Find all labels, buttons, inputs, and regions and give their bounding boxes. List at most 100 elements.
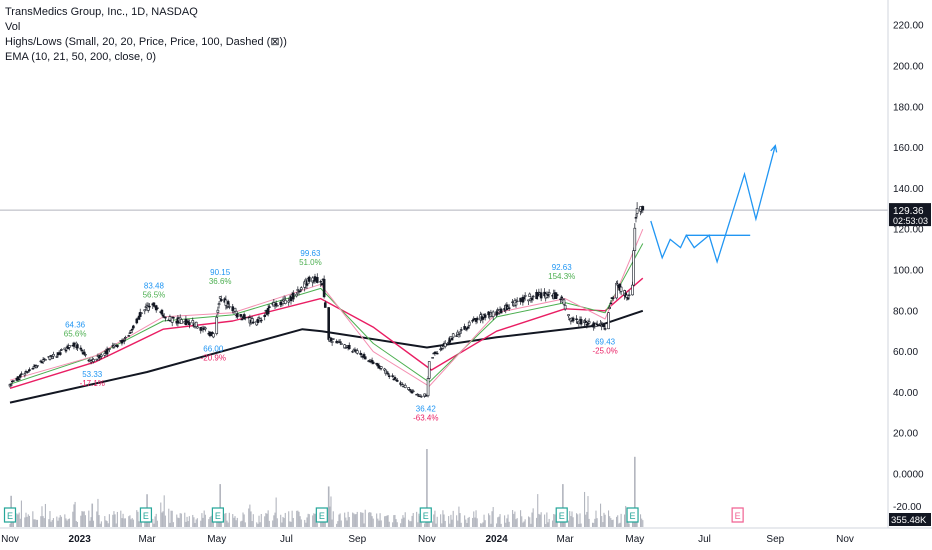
candle-body [594,323,598,327]
candle-body [562,299,566,305]
candle [220,295,223,303]
earnings-marker[interactable]: E [555,507,568,523]
volume-bar [289,521,291,527]
volume-bar [41,506,43,527]
candle-body [603,328,607,330]
volume-bar [641,518,643,527]
time-axis: Nov 2023 Mar May Jul Sep Nov 2024 Mar May Jul Sep No… [0,527,932,545]
earnings-marker[interactable]: E [211,507,224,523]
volume-bar [242,512,244,527]
candle-body [130,328,134,331]
y-tick-label: 60.00 [893,347,918,358]
candle-body [443,342,447,347]
volume-bar [450,514,452,527]
volume-bar [72,511,74,527]
candle-body [188,322,191,326]
volume-bar [67,519,69,527]
candle [607,312,610,330]
candle-body [641,206,645,211]
volume-bar [58,517,60,527]
volume-bar [194,522,196,527]
volume-bar [348,517,350,527]
volume-bar [40,516,42,527]
earnings-marker[interactable]: E [3,507,17,523]
volume-bar [363,523,365,527]
volume-bar [257,523,259,527]
earnings-marker[interactable]: E [139,507,153,523]
candle-body [608,307,611,309]
volume-bar [161,512,163,527]
candle-body [68,345,71,348]
projection-path[interactable] [650,145,776,265]
candle-body [497,313,501,315]
candle [507,304,511,311]
volume-bar [178,518,180,527]
candle [641,205,645,213]
earnings-marker[interactable]: E [731,507,744,523]
volume-bar [60,516,62,527]
symbol-title[interactable]: TransMedics Group, Inc., 1D, NASDAQ [5,6,198,18]
volume-indicator-label[interactable]: Vol [5,21,21,33]
candle-body [128,332,132,334]
volume-bar [89,520,91,527]
volume-bar [233,517,235,527]
volume-bar [529,517,531,527]
candle [124,335,127,342]
volume-bar [492,507,494,527]
volume-bar [578,523,580,527]
candle [184,315,188,326]
pivot-high-value: 92.63 [552,263,573,272]
volume-bar [639,514,642,527]
volume-bar [513,513,515,527]
candle [584,317,588,324]
candle [386,371,390,376]
earnings-marker[interactable]: E [626,507,639,523]
candle-body [627,294,631,296]
candle-body [387,375,391,377]
candle-body [441,346,445,349]
candle [595,320,599,326]
candle [515,297,519,303]
earnings-marker-box [555,507,568,523]
candle-body [224,299,228,306]
candle-body [530,297,534,301]
candle [196,325,199,329]
candle [275,304,279,307]
candle-body [191,320,195,324]
earnings-marker[interactable]: E [315,507,328,523]
candle [291,290,295,302]
volume-bar [259,522,261,527]
volume-bar [283,518,285,527]
candle [9,382,13,387]
candle [76,343,79,352]
candle-body [635,208,639,214]
volume-bar [324,519,326,527]
candle [467,320,471,329]
candle [135,318,139,325]
candle-body [196,326,199,329]
volume-bar [316,523,318,527]
pivot-low-pct: -17.1% [80,379,105,388]
candle [36,365,39,369]
earnings-marker-label: E [559,511,565,521]
volume-bar [209,517,211,527]
candle [116,344,119,349]
candle [283,296,287,305]
volume-bar [488,513,490,527]
volume-bar [553,513,555,527]
candle-body [439,348,442,351]
earnings-marker[interactable]: E [419,507,432,523]
candle [456,329,460,335]
y-tick-label: 160.00 [893,143,924,154]
candle [567,314,570,319]
ema-indicator-label[interactable]: EMA (10, 21, 50, 200, close, 0) [5,51,157,63]
candle-body [528,293,532,298]
volume-bar [610,518,612,527]
candle-body [344,347,348,349]
candle-body [49,355,53,357]
highs-lows-indicator-label[interactable]: Highs/Lows (Small, 20, 20, Price, Price,… [5,36,287,48]
